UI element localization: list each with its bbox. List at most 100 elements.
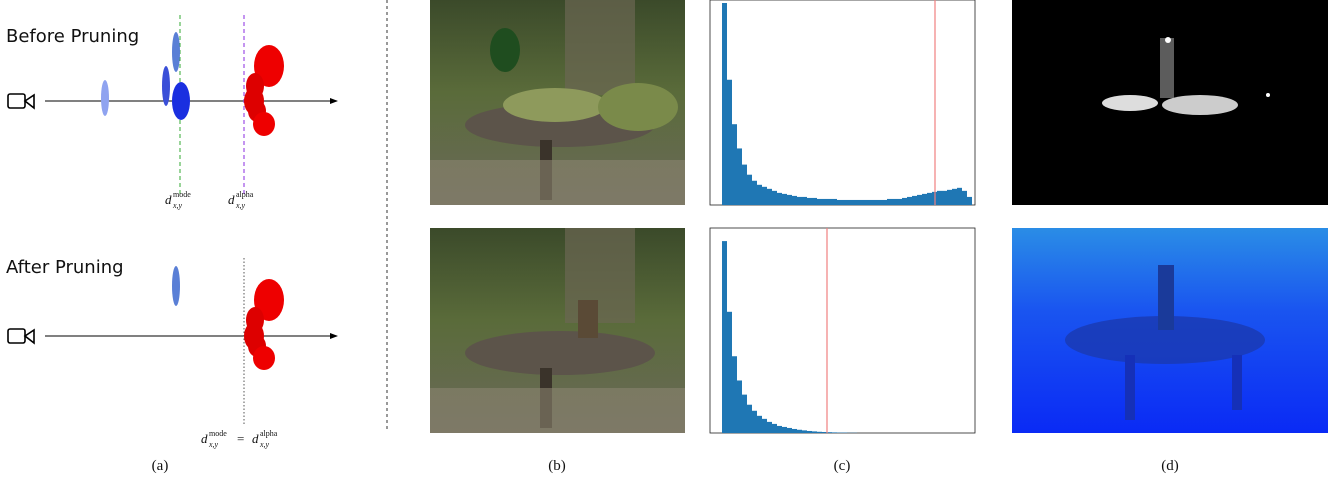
- hist-bar: [737, 148, 742, 205]
- hist-bar: [797, 197, 802, 205]
- hist-bar: [747, 405, 752, 433]
- svg-text:mode: mode: [173, 190, 191, 199]
- hist-bar: [842, 200, 847, 205]
- hist-bar: [782, 194, 787, 205]
- svg-text:x,y: x,y: [172, 201, 183, 210]
- hist-bar: [967, 197, 972, 205]
- hist-bar: [832, 199, 837, 205]
- d-mode-label: d mode x,y: [165, 190, 191, 210]
- hist-bar: [807, 198, 812, 205]
- hist-bar: [927, 193, 932, 205]
- before-title: Before Pruning: [6, 26, 139, 47]
- hist-bar: [947, 190, 952, 205]
- hist-bar: [902, 198, 907, 205]
- svg-text:=: =: [237, 431, 244, 446]
- equality-label: d mode x,y = d alpha x,y: [201, 429, 278, 449]
- hist-bar: [807, 431, 812, 433]
- hist-bar: [757, 416, 762, 433]
- render-after: [430, 228, 685, 433]
- hist-bar: [912, 196, 917, 205]
- depth-map: [1012, 228, 1328, 433]
- svg-text:alpha: alpha: [260, 429, 278, 438]
- hist-bar: [952, 189, 957, 205]
- hist-bar: [722, 241, 727, 433]
- hist-bar: [812, 198, 817, 205]
- svg-text:d: d: [252, 431, 259, 446]
- page: Before Pruning d mode x,y d alpha x,y Af…: [0, 0, 1335, 482]
- svg-text:d: d: [201, 431, 208, 446]
- hist-bar: [722, 3, 727, 205]
- hist-bar: [822, 432, 827, 433]
- hist-bar: [862, 200, 867, 205]
- hist-bar: [897, 199, 902, 205]
- mask-map: [1012, 0, 1328, 205]
- hist-bar: [767, 422, 772, 433]
- caption: (b): [548, 458, 566, 474]
- camera-icon: [8, 329, 34, 343]
- hist-bar: [752, 181, 757, 205]
- hist-bar: [792, 196, 797, 205]
- hist-bar: [887, 199, 892, 205]
- caption: (a): [152, 458, 169, 474]
- caption: (d): [1161, 458, 1179, 474]
- hist-bar: [802, 197, 807, 205]
- hist-bar: [937, 191, 942, 205]
- hist-bar: [762, 419, 767, 433]
- hist-bar: [747, 175, 752, 205]
- hist-bar: [852, 200, 857, 205]
- svg-text:mode: mode: [209, 429, 227, 438]
- hist-bar: [762, 187, 767, 205]
- hist-frame: [710, 228, 975, 433]
- hist-bar: [817, 432, 822, 433]
- svg-text:x,y: x,y: [235, 201, 246, 210]
- hist-bar: [872, 200, 877, 205]
- hist-bar: [907, 197, 912, 205]
- hist-bar: [782, 427, 787, 433]
- hist-bar: [732, 124, 737, 205]
- hist-bar: [942, 191, 947, 205]
- hist-bar: [867, 200, 872, 205]
- hist-bar: [877, 200, 882, 205]
- hist-bar: [732, 356, 737, 433]
- hist-bar: [827, 199, 832, 205]
- hist-bar: [787, 195, 792, 205]
- hist-bar: [757, 185, 762, 205]
- hist-bar: [737, 380, 742, 433]
- camera-icon: [8, 94, 34, 108]
- hist-bar: [812, 431, 817, 433]
- svg-text:x,y: x,y: [259, 440, 270, 449]
- histograms: [722, 0, 972, 433]
- caption: (c): [834, 458, 851, 474]
- svg-text:x,y: x,y: [208, 440, 219, 449]
- hist-bar: [827, 432, 832, 433]
- svg-text:d: d: [165, 192, 172, 207]
- hist-bar: [787, 428, 792, 433]
- hist-bar: [797, 430, 802, 433]
- svg-text:d: d: [228, 192, 235, 207]
- hist-bar: [832, 432, 837, 433]
- hist-bar: [802, 430, 807, 433]
- hist-bar: [727, 80, 732, 205]
- hist-bar: [922, 194, 927, 205]
- svg-text:alpha: alpha: [236, 190, 254, 199]
- hist-bar: [752, 411, 757, 433]
- hist-bar: [917, 195, 922, 205]
- hist-bar: [847, 200, 852, 205]
- hist-bar: [957, 188, 962, 205]
- hist-bar: [767, 189, 772, 205]
- hist-bar: [777, 426, 782, 433]
- hist-bar: [772, 424, 777, 433]
- after-title: After Pruning: [6, 257, 124, 278]
- hist-bar: [962, 191, 967, 205]
- hist-bar: [837, 200, 842, 205]
- figure: Before Pruning d mode x,y d alpha x,y Af…: [0, 0, 1335, 482]
- hist-bar: [727, 312, 732, 433]
- hist-bar: [772, 191, 777, 205]
- d-alpha-label: d alpha x,y: [228, 190, 254, 210]
- hist-bar: [822, 199, 827, 205]
- hist-bar: [892, 199, 897, 205]
- hist-bar: [817, 199, 822, 205]
- hist-bar: [777, 193, 782, 205]
- gaussians: [172, 266, 284, 370]
- hist-bar: [882, 200, 887, 205]
